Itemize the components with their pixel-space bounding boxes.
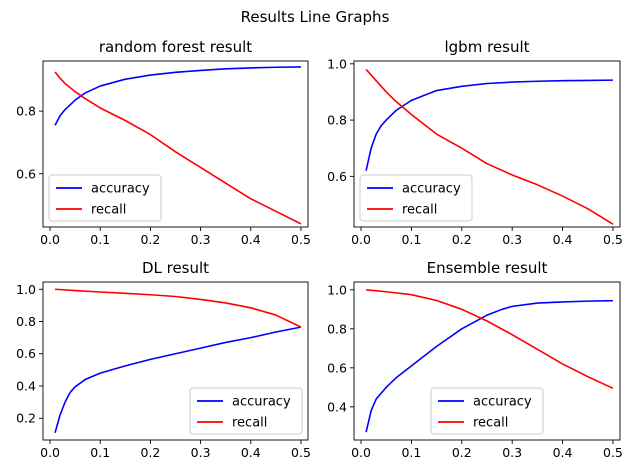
series-line-recall	[365, 68, 614, 225]
legend-label: accuracy	[91, 182, 150, 197]
series-line-accuracy	[365, 299, 613, 433]
legend-label: recall	[91, 203, 126, 218]
y-tick-label: 0.2	[16, 411, 36, 426]
subplots: random forest result 0.0 0.1 0.2 0.3 0.4 0.5 0.…	[16, 38, 623, 460]
x-tick-label: 0.2	[140, 232, 160, 247]
y-tick-label: 1.0	[327, 56, 347, 71]
x-tick-label: 0.0	[40, 232, 60, 247]
subplot-4: Ensemble result 0.0 0.1 0.2 0.3 0.4 0.5 0.4 0.6 0…	[327, 259, 623, 460]
subplot-title: lgbm result	[444, 38, 529, 56]
subplot-title: DL result	[142, 259, 209, 277]
x-tick-label: 0.2	[140, 445, 160, 460]
subplot-title: random forest result	[99, 38, 252, 56]
y-tick-label: 0.6	[16, 346, 36, 361]
x-tick-label: 0.2	[452, 232, 472, 247]
x-tick-label: 0.3	[191, 445, 211, 460]
legend-label: accuracy	[402, 182, 461, 197]
subplot-1: random forest result 0.0 0.1 0.2 0.3 0.4 0.5 0.…	[16, 38, 311, 247]
series-line-accuracy	[365, 79, 613, 171]
y-tick-label: 1.0	[327, 282, 347, 297]
x-tick-label: 0.1	[401, 445, 421, 460]
axes-frame	[42, 281, 309, 441]
subplot-title: Ensemble result	[427, 259, 548, 277]
x-tick-label: 0.4	[241, 232, 261, 247]
axes-frame	[353, 60, 621, 228]
y-tick-label: 0.6	[327, 169, 347, 184]
y-tick-label: 0.6	[16, 166, 36, 181]
x-tick-label: 0.1	[401, 232, 421, 247]
series-line-recall	[54, 288, 302, 328]
x-tick-label: 0.3	[502, 445, 522, 460]
series-line-recall	[366, 289, 614, 390]
x-tick-label: 0.5	[291, 232, 311, 247]
x-tick-label: 0.5	[291, 445, 311, 460]
legend-label: accuracy	[473, 395, 532, 410]
x-tick-label: 0.4	[241, 445, 261, 460]
legend-label: recall	[232, 416, 267, 431]
legend-label: recall	[473, 416, 508, 431]
x-tick-label: 0.1	[90, 232, 110, 247]
legend: accuracy recall	[430, 387, 544, 435]
axes-frame	[353, 281, 621, 441]
x-tick-label: 0.5	[603, 445, 623, 460]
x-tick-label: 0.3	[191, 232, 211, 247]
y-tick-label: 0.4	[16, 378, 36, 393]
x-tick-label: 0.2	[452, 445, 472, 460]
series-line-accuracy	[54, 66, 301, 126]
x-tick-label: 0.4	[553, 232, 573, 247]
y-tick-label: 0.4	[327, 399, 347, 414]
y-tick-label: 1.0	[16, 282, 36, 297]
y-tick-label: 0.8	[16, 104, 36, 119]
series-line-recall	[54, 71, 302, 225]
y-tick-label: 0.8	[327, 321, 347, 336]
legend-label: recall	[402, 203, 437, 218]
x-tick-label: 0.0	[351, 232, 371, 247]
x-tick-label: 0.0	[40, 445, 60, 460]
x-tick-label: 0.4	[553, 445, 573, 460]
figure-suptitle: Results Line Graphs	[241, 8, 390, 26]
y-tick-label: 0.8	[16, 314, 36, 329]
legend: accuracy recall	[48, 174, 162, 222]
series-line-accuracy	[54, 326, 302, 433]
legend: accuracy recall	[189, 387, 303, 435]
legend: accuracy recall	[359, 174, 473, 222]
x-tick-label: 0.5	[603, 232, 623, 247]
y-tick-label: 0.6	[327, 360, 347, 375]
x-tick-label: 0.3	[502, 232, 522, 247]
subplot-2: lgbm result 0.0 0.1 0.2 0.3 0.4 0.5 0.6 0.8 1.0 ac…	[327, 38, 623, 247]
subplot-3: DL result 0.0 0.1 0.2 0.3 0.4 0.5 0.2 0.4 0.6 0.8 1…	[16, 259, 311, 460]
x-tick-label: 0.0	[351, 445, 371, 460]
x-tick-label: 0.1	[90, 445, 110, 460]
axes-frame	[42, 60, 309, 228]
y-tick-label: 0.8	[327, 113, 347, 128]
legend-label: accuracy	[232, 395, 291, 410]
